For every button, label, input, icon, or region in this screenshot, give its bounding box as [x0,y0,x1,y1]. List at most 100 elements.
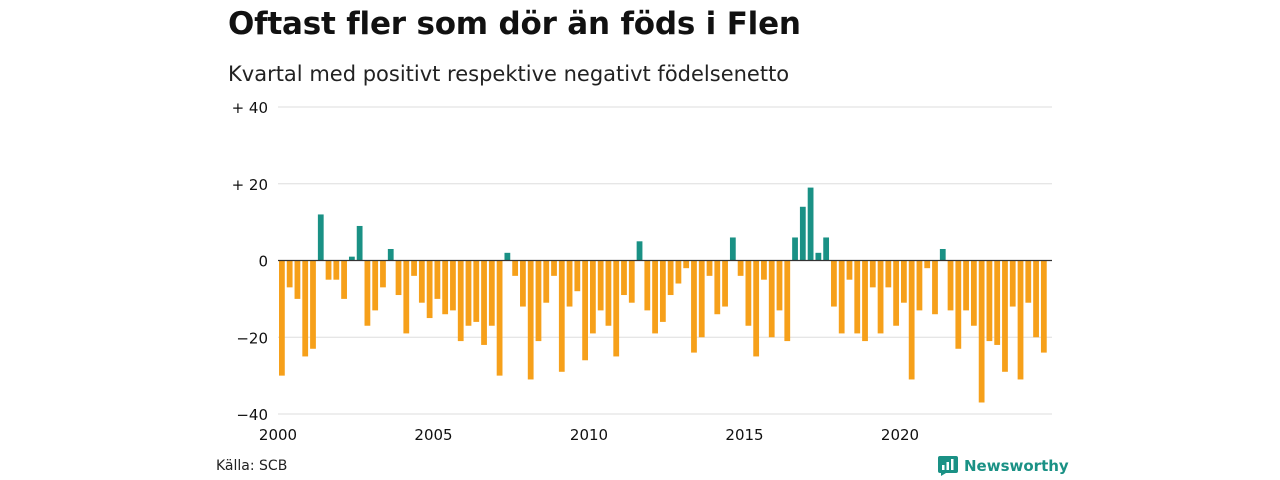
bar [776,260,783,311]
bar [535,260,542,342]
bar [784,260,791,342]
bar [348,256,355,261]
bar [823,237,830,261]
bar [294,260,301,299]
bar [558,260,565,372]
bar [986,260,993,342]
bar [434,260,441,299]
bar [364,260,371,326]
bar [465,260,472,326]
bar [426,260,433,319]
bar [543,260,550,303]
x-tick-label: 2000 [259,426,297,444]
bar [387,248,394,261]
bar [566,260,573,307]
chart-title: Oftast fler som dör än föds i Flen [228,6,801,42]
y-tick-label: −20 [236,329,268,347]
bar [613,260,620,357]
bar [792,237,798,261]
bar [970,260,977,326]
bar [504,252,511,261]
bar [628,260,635,303]
bar [862,260,868,342]
x-tick-label: 2010 [570,426,608,444]
bar [877,260,884,334]
y-tick-label: 0 [258,253,268,271]
bar [442,260,449,315]
bar [457,260,464,342]
bar [341,260,347,299]
bar [325,260,332,280]
bar [317,214,324,261]
bar [838,260,845,334]
bar [356,225,363,261]
bar [737,260,744,276]
bar [753,260,760,357]
bar [978,260,985,403]
chart-subtitle: Kvartal med positivt respektive negativt… [228,62,790,86]
x-tick-label: 2005 [414,426,452,444]
bar [722,260,728,307]
brand-logo: Newsworthy [938,456,1069,476]
bar [815,252,822,261]
y-tick-label: + 40 [232,99,268,117]
bar [380,260,386,288]
y-tick-label: + 20 [232,176,268,194]
bar [481,260,487,345]
bar [496,260,503,376]
bar [590,260,596,334]
bar [597,260,604,311]
bar [807,187,814,261]
bar [659,260,666,322]
bar [1025,260,1032,303]
bar [372,260,379,311]
bar [302,260,309,357]
bar [691,260,697,353]
bar [768,260,775,338]
bar [1033,260,1039,338]
bar [994,260,1001,345]
bar [279,260,285,376]
bar [729,237,736,261]
bar [1040,260,1047,353]
bar [955,260,962,349]
bar [1009,260,1016,307]
bar [582,260,589,361]
bar [636,241,643,261]
bar [675,260,682,284]
bar [310,260,316,349]
bar [411,260,417,276]
bar [831,260,837,307]
bar [667,260,674,296]
bar [418,260,425,303]
bar [644,260,651,311]
bar [520,260,526,307]
bar [551,260,557,276]
bar [939,248,946,261]
bar [947,260,954,311]
bar [706,260,713,276]
bar [799,206,806,261]
bar [450,260,456,311]
bar [916,260,923,311]
newsworthy-logo-icon [938,456,958,476]
bar [963,260,969,311]
bar [846,260,853,280]
bar [395,260,402,296]
bar [403,260,410,334]
bar [527,260,534,380]
bar [1002,260,1008,372]
bar [854,260,861,334]
bar [885,260,892,288]
bar [901,260,907,303]
bar [683,260,690,269]
bar [893,260,900,326]
bar [652,260,658,334]
bar [761,260,767,280]
source-note: Källa: SCB [216,458,288,474]
bar [574,260,581,292]
bar [924,260,931,269]
bar [908,260,915,380]
bar [286,260,293,288]
